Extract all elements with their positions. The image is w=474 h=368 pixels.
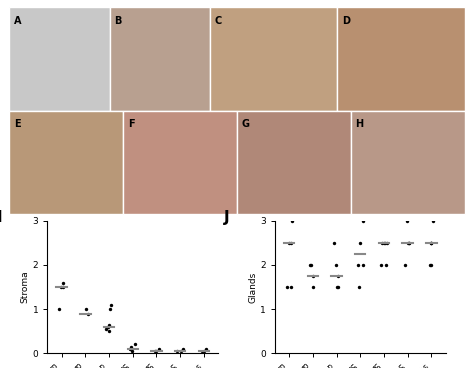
Point: [306, 262, 314, 268]
Point: [202, 346, 210, 352]
Point: [105, 328, 113, 334]
Point: [82, 306, 90, 312]
Point: [60, 284, 67, 290]
Point: [334, 284, 341, 290]
Bar: [123, 111, 237, 214]
Point: [359, 218, 367, 224]
Point: [128, 344, 135, 350]
Point: [405, 240, 412, 246]
Point: [333, 284, 340, 290]
Point: [285, 240, 292, 246]
Text: H: H: [356, 119, 364, 129]
Text: E: E: [14, 119, 21, 129]
Point: [173, 348, 181, 354]
Text: C: C: [214, 15, 221, 26]
Point: [355, 284, 363, 290]
Point: [105, 322, 113, 328]
Point: [383, 240, 391, 246]
Bar: [237, 111, 351, 214]
Point: [179, 346, 187, 352]
Point: [332, 262, 339, 268]
Point: [155, 346, 163, 352]
Point: [128, 348, 136, 354]
Point: [55, 306, 63, 312]
Point: [377, 262, 385, 268]
Point: [126, 346, 134, 352]
Point: [427, 240, 434, 246]
Point: [283, 284, 290, 290]
Point: [401, 262, 409, 268]
Point: [429, 218, 437, 224]
Point: [381, 240, 388, 246]
Point: [381, 240, 388, 246]
Point: [287, 284, 295, 290]
Y-axis label: Stroma: Stroma: [21, 271, 30, 303]
Point: [330, 240, 337, 246]
Point: [152, 348, 160, 354]
Bar: [351, 111, 465, 214]
Point: [57, 284, 65, 290]
Bar: [9, 111, 123, 214]
Text: G: G: [242, 119, 249, 129]
Point: [383, 262, 390, 268]
Point: [404, 240, 411, 246]
Point: [309, 273, 317, 279]
Text: I: I: [0, 210, 2, 225]
Point: [355, 262, 362, 268]
Point: [288, 218, 296, 224]
Point: [287, 240, 294, 246]
Point: [428, 240, 435, 246]
Bar: [210, 7, 337, 111]
Point: [335, 273, 342, 279]
Point: [378, 240, 386, 246]
Text: F: F: [128, 119, 135, 129]
Point: [131, 342, 139, 347]
Point: [308, 262, 315, 268]
Text: D: D: [342, 15, 350, 26]
Text: B: B: [114, 15, 121, 26]
Point: [106, 306, 114, 312]
Point: [201, 348, 208, 354]
Point: [426, 262, 433, 268]
Point: [198, 350, 206, 356]
Point: [107, 302, 115, 308]
Point: [84, 311, 92, 316]
Y-axis label: Glands: Glands: [248, 272, 257, 302]
Bar: [9, 7, 109, 111]
Point: [59, 280, 67, 286]
Point: [151, 348, 158, 354]
Point: [102, 326, 110, 332]
Point: [356, 240, 364, 246]
Bar: [109, 7, 210, 111]
Point: [104, 324, 111, 330]
Point: [310, 284, 317, 290]
Text: J: J: [224, 210, 229, 225]
Point: [427, 262, 434, 268]
Point: [404, 218, 411, 224]
Point: [359, 262, 366, 268]
Point: [428, 240, 435, 246]
Text: A: A: [14, 15, 21, 26]
Bar: [337, 7, 465, 111]
Point: [405, 240, 413, 246]
Point: [177, 348, 184, 354]
